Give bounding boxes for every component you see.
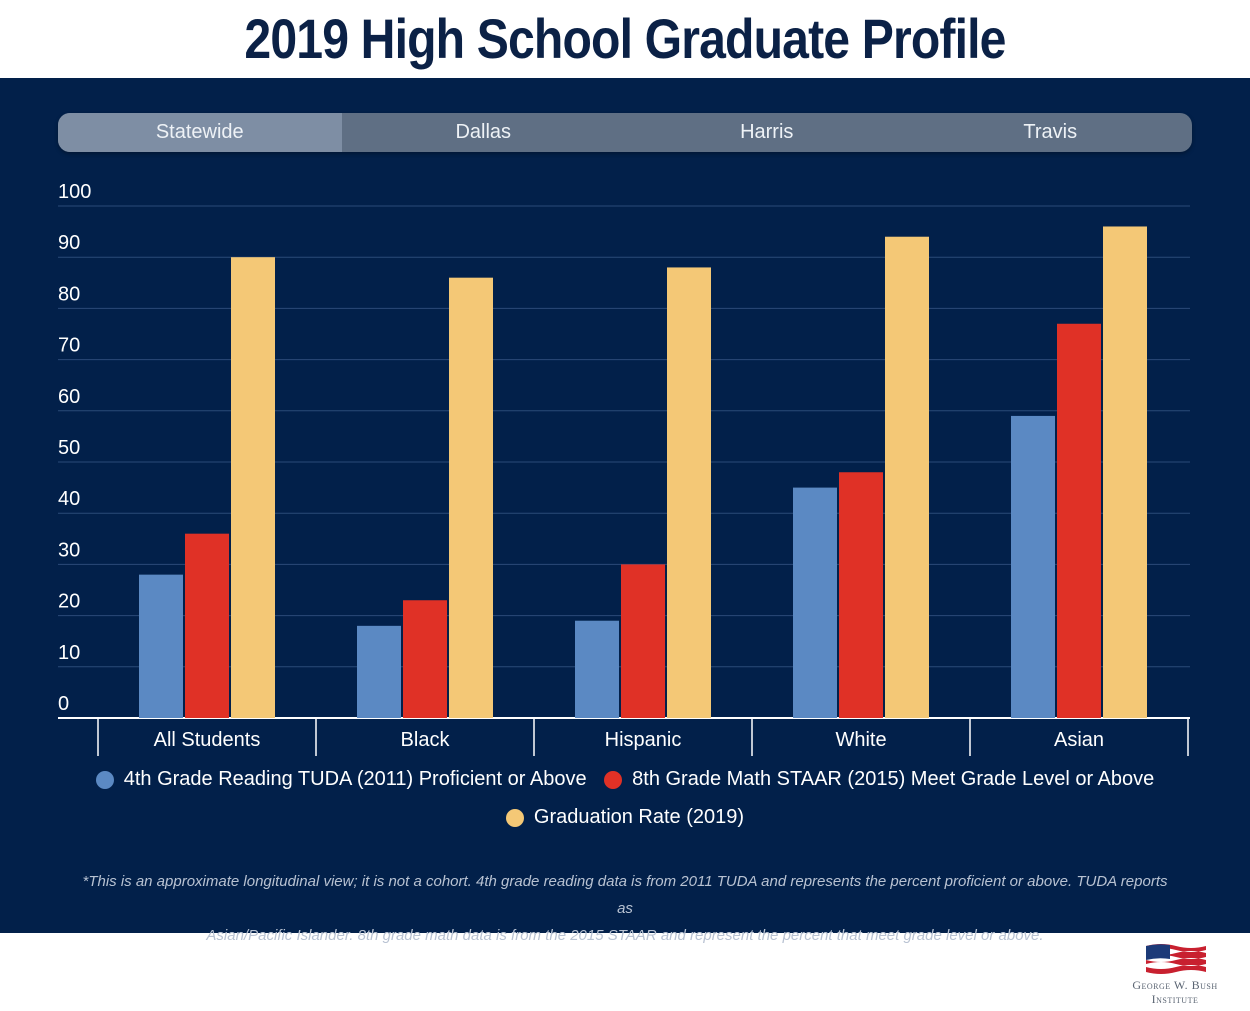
region-tabs: Statewide Dallas Harris Travis xyxy=(58,113,1192,152)
footnote-line-1: *This is an approximate longitudinal vie… xyxy=(82,873,1168,917)
legend-dot-reading xyxy=(95,770,114,789)
x-tick-label: Hispanic xyxy=(605,729,682,751)
bar xyxy=(357,625,401,718)
y-tick-label: 0 xyxy=(58,693,69,715)
bar xyxy=(1057,323,1101,718)
bar xyxy=(1011,415,1055,718)
y-tick-label: 60 xyxy=(58,386,80,408)
bar xyxy=(1103,226,1147,718)
footnote-line-2: Asian/Pacific Islander. 8th grade math d… xyxy=(206,927,1044,944)
y-tick-label: 80 xyxy=(58,283,80,305)
tab-travis[interactable]: Travis xyxy=(1023,121,1078,143)
logo-text: George W. Bush Institute xyxy=(1112,978,1238,1006)
bar xyxy=(793,487,837,718)
y-tick-label: 40 xyxy=(58,488,80,510)
tab-dallas[interactable]: Dallas xyxy=(455,121,512,143)
bar xyxy=(139,574,183,718)
y-tick-label: 30 xyxy=(58,539,80,561)
page-title: 2019 High School Graduate Profile xyxy=(244,7,1006,70)
legend-label-reading: 4th Grade Reading TUDA (2011) Proficient… xyxy=(123,768,587,790)
bar xyxy=(449,277,493,718)
bar xyxy=(231,257,275,718)
legend-dot-graduation xyxy=(505,808,524,827)
x-tick-label: Black xyxy=(401,729,451,751)
tab-harris[interactable]: Harris xyxy=(740,121,794,143)
legend-item-reading: 4th Grade Reading TUDA (2011) Proficient… xyxy=(95,768,587,791)
bar xyxy=(185,533,229,718)
bar xyxy=(403,600,447,718)
legend-row-2: Graduation Rate (2019) xyxy=(0,806,1250,833)
y-tick-label: 10 xyxy=(58,642,80,664)
bar xyxy=(885,236,929,718)
y-tick-label: 90 xyxy=(58,232,80,254)
legend-item-math: 8th Grade Math STAAR (2015) Meet Grade L… xyxy=(604,768,1154,791)
x-tick-label: Asian xyxy=(1054,729,1104,751)
logo-line-1: George W. Bush xyxy=(1132,978,1218,992)
x-tick-label: White xyxy=(835,729,886,751)
american-flag-icon xyxy=(1146,944,1206,974)
legend-row-1: 4th Grade Reading TUDA (2011) Proficient… xyxy=(0,768,1250,795)
legend-label-graduation: Graduation Rate (2019) xyxy=(533,806,745,828)
y-tick-label: 50 xyxy=(58,437,80,459)
legend-item-graduation: Graduation Rate (2019) xyxy=(505,806,745,829)
y-tick-label: 70 xyxy=(58,335,80,357)
footnote: *This is an approximate longitudinal vie… xyxy=(80,868,1170,949)
bar xyxy=(621,564,665,718)
y-tick-label: 20 xyxy=(58,591,80,613)
x-tick-label: All Students xyxy=(154,729,261,751)
logo-line-2: Institute xyxy=(1151,992,1199,1006)
bar-chart: 0 10 20 30 40 50 60 70 80 90 100 All Students Black H… xyxy=(58,181,1190,756)
bar xyxy=(839,472,883,718)
tab-statewide[interactable]: Statewide xyxy=(58,113,342,152)
y-tick-label: 100 xyxy=(58,181,91,203)
bar xyxy=(667,267,711,718)
legend-label-math: 8th Grade Math STAAR (2015) Meet Grade L… xyxy=(632,768,1155,790)
bar xyxy=(575,620,619,718)
legend-dot-math xyxy=(604,770,623,789)
